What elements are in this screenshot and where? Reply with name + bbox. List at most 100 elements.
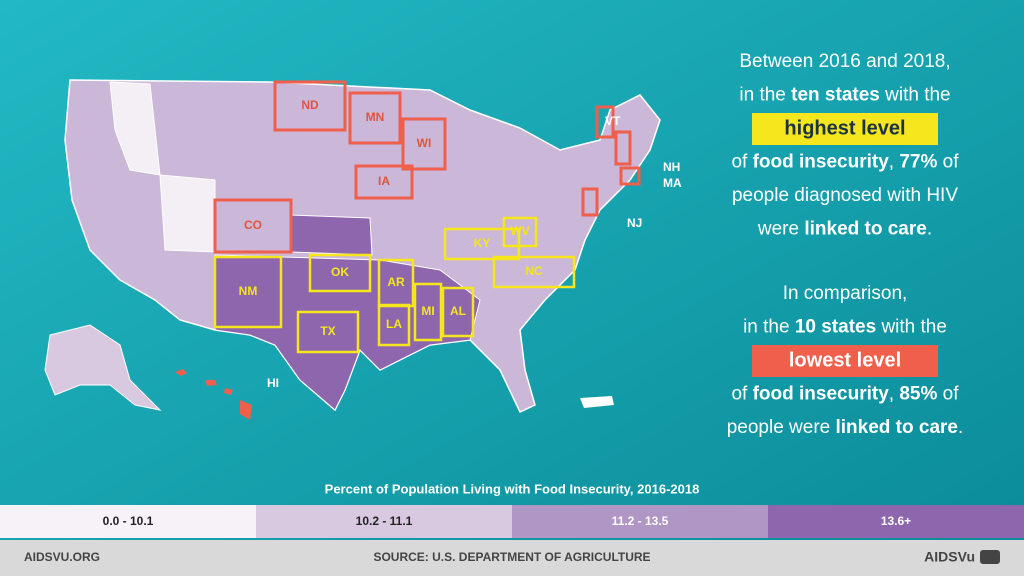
legend-label: 0.0 - 10.1	[103, 514, 154, 528]
state-label-low: NH	[663, 160, 680, 174]
state-outline-low	[348, 91, 402, 145]
text-segment: ten states	[791, 85, 880, 106]
state-label-high: TX	[320, 324, 335, 338]
text-segment: linked to care	[804, 219, 927, 240]
state-label-low: HI	[267, 376, 279, 390]
legend: 0.0 - 10.1 10.2 - 11.1 11.2 - 13.5 13.6+	[0, 505, 1024, 538]
text-line: Between 2016 and 2018,	[739, 51, 950, 72]
highlight-box	[752, 113, 938, 145]
highlight-box	[752, 345, 938, 377]
state-label-high: MI	[421, 304, 434, 318]
text-segment: food insecurity	[753, 152, 890, 173]
state-outline-high	[413, 282, 443, 342]
state-label-high: OK	[331, 265, 349, 279]
text-segment: people were	[727, 417, 836, 438]
text-segment: people diagnosed with HIV	[732, 185, 958, 206]
hawaii	[175, 369, 252, 420]
legend-label: 13.6+	[881, 514, 911, 528]
legend-swatch	[256, 505, 512, 538]
state-label-low: NJ	[627, 216, 642, 230]
text-block: Between 2016 and 2018, in the ten states …	[727, 51, 964, 438]
text-segment: 85%	[899, 384, 937, 405]
legend-label: 11.2 - 13.5	[612, 514, 669, 528]
text-segment: in the	[743, 317, 795, 338]
state-label-low: VT	[605, 114, 621, 128]
state-label-low: CO	[244, 218, 262, 232]
state-outline-low	[213, 198, 293, 254]
state-outline-high	[492, 255, 576, 289]
state-outline-high	[213, 255, 283, 329]
state-label-high: AL	[450, 304, 466, 318]
light-region	[159, 174, 216, 253]
text-segment: in the	[739, 85, 791, 106]
state-label-high: KY	[474, 236, 491, 250]
state-outline-low	[619, 166, 641, 186]
alaska	[44, 324, 162, 411]
text-segment: In comparison,	[783, 283, 908, 304]
text-line: in the 10 states with the	[743, 317, 947, 338]
highlight-text: lowest level	[789, 349, 901, 371]
state-outline-low	[581, 187, 599, 217]
logo-icon	[980, 550, 1000, 564]
state-labels: ND MN WI IA CO VT NH MA NJ HI OK AR KY WV NC NM TX LA MI AL	[213, 80, 682, 390]
text-line: of food insecurity, 77% of	[731, 152, 959, 173]
text-line: were linked to care.	[757, 219, 932, 240]
state-label-high: NM	[239, 284, 258, 298]
text-segment: with the	[880, 85, 951, 106]
state-outline-high	[308, 253, 372, 293]
text-line: people diagnosed with HIV	[732, 185, 958, 206]
text-segment: .	[958, 417, 963, 438]
footer-source: SOURCE: U.S. DEPARTMENT OF AGRICULTURE	[373, 550, 650, 564]
text-line: In comparison,	[783, 283, 908, 304]
text-line: of food insecurity, 85% of	[731, 384, 959, 405]
state-label-low: IA	[378, 174, 390, 188]
state-outline-low	[595, 105, 615, 139]
legend-swatch	[512, 505, 768, 538]
state-outline-high	[441, 286, 475, 338]
text-segment: ,	[889, 152, 900, 173]
text-segment: .	[927, 219, 932, 240]
legend-swatch	[0, 505, 256, 538]
state-label-low: MN	[366, 110, 385, 124]
state-outline-low	[354, 164, 414, 200]
state-label-low: WI	[417, 136, 432, 150]
text-segment: linked to care	[836, 417, 959, 438]
light-region	[109, 81, 161, 176]
state-outline-low	[614, 130, 632, 166]
text-segment: food insecurity	[753, 384, 890, 405]
text-segment: of	[731, 384, 752, 405]
text-segment: of	[731, 152, 752, 173]
footer-left: AIDSVU.ORG	[24, 550, 100, 564]
state-label-low: MA	[663, 176, 682, 190]
text-segment: of	[937, 152, 959, 173]
legend-swatch	[768, 505, 1024, 538]
legend-title: Percent of Population Living with Food I…	[325, 481, 700, 496]
text-segment: with the	[876, 317, 947, 338]
text-segment: 10 states	[795, 317, 876, 338]
state-outline-high	[296, 310, 360, 354]
text-segment: were	[757, 219, 804, 240]
state-outline-high	[443, 227, 521, 261]
state-outline-low	[273, 80, 347, 132]
highlight-text: highest level	[784, 117, 905, 139]
text-segment: 77%	[899, 152, 937, 173]
state-label-low: ND	[301, 98, 319, 112]
footer-logo: AIDSVu	[924, 549, 975, 565]
state-outline-high	[502, 216, 538, 248]
text-line: people were linked to care.	[727, 417, 964, 438]
text-segment: Between 2016 and 2018,	[739, 51, 950, 72]
text-segment: ,	[889, 384, 900, 405]
state-label-high: LA	[386, 317, 402, 331]
state-outline-high	[377, 303, 411, 347]
state-label-high: NC	[525, 264, 543, 278]
darker-region	[289, 214, 373, 256]
text-line: in the ten states with the	[739, 85, 950, 106]
state-outline-low	[401, 117, 447, 171]
state-label-high: AR	[387, 275, 405, 289]
footer-band	[0, 540, 1024, 576]
text-segment: of	[937, 384, 959, 405]
legend-label: 10.2 - 11.1	[356, 514, 413, 528]
puerto-rico	[580, 396, 614, 408]
